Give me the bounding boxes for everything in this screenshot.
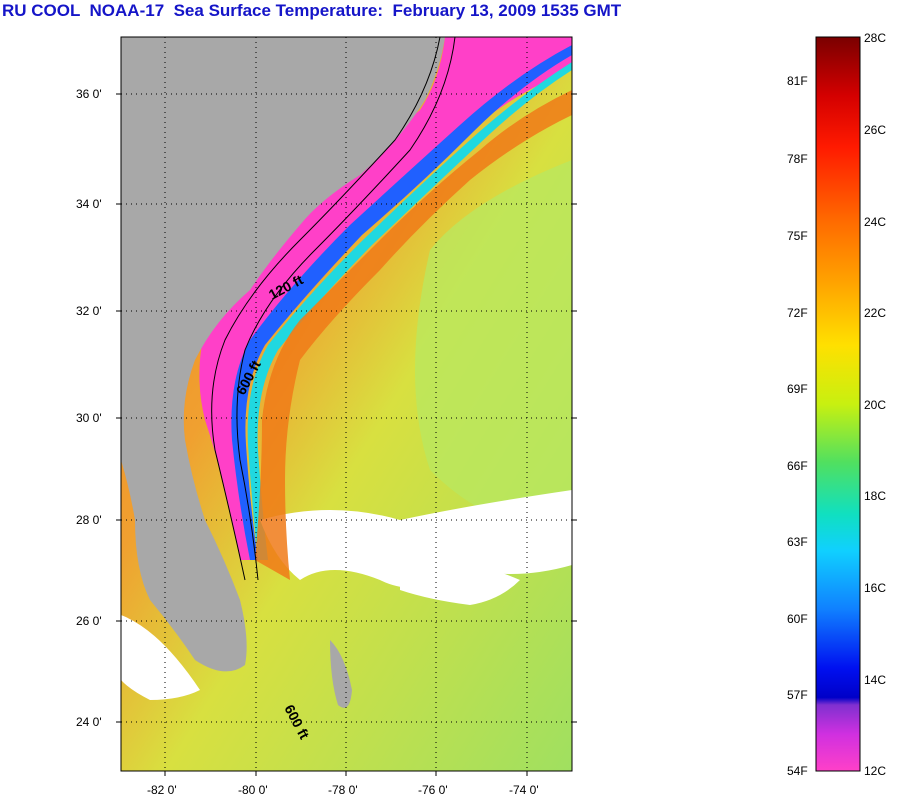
colorbar-f-63: 63F <box>787 535 808 549</box>
cloud-cover-florida <box>121 615 200 700</box>
lat-label-32: 32 0' <box>76 304 102 318</box>
lat-label-24: 24 0' <box>76 715 102 729</box>
colorbar-f-66: 66F <box>787 459 808 473</box>
colorbar-f-54: 54F <box>787 764 808 778</box>
page-title: RU COOL NOAA-17 Sea Surface Temperature:… <box>2 1 622 20</box>
lon-label-74: -74 0' <box>509 783 539 797</box>
colorbar-c-24: 24C <box>864 215 887 229</box>
colorbar-f-75: 75F <box>787 229 808 243</box>
lat-label-26: 26 0' <box>76 614 102 628</box>
land-andros <box>330 640 352 708</box>
colorbar-f-72: 72F <box>787 306 808 320</box>
colorbar-f-69: 69F <box>787 382 808 396</box>
contour-600ft <box>236 37 456 581</box>
colorbar-c-14: 14C <box>864 673 887 687</box>
colorbar-f-81: 81F <box>787 74 808 88</box>
colorbar-f-78: 78F <box>787 152 808 166</box>
colorbar-c-20: 20C <box>864 398 887 412</box>
lat-label-36: 36 0' <box>76 87 102 101</box>
tick-marks <box>116 93 577 776</box>
lat-label-28: 28 0' <box>76 513 102 527</box>
graticule <box>121 37 572 771</box>
map-area <box>121 37 572 771</box>
colorbar-f-57: 57F <box>787 688 808 702</box>
gulf-stream <box>255 90 572 580</box>
offshore-water <box>415 160 572 525</box>
lon-label-78: -78 0' <box>328 783 358 797</box>
lon-label-76: -76 0' <box>418 783 448 797</box>
contour-120ft <box>211 37 441 581</box>
colorbar-c-18: 18C <box>864 489 887 503</box>
cloud-cover-north <box>260 490 572 588</box>
lat-label-34: 34 0' <box>76 197 102 211</box>
lat-label-30: 30 0' <box>76 411 102 425</box>
colorbar-c-22: 22C <box>864 306 887 320</box>
colorbar-c-12: 12C <box>864 764 887 778</box>
cool-shelf-water <box>231 45 572 560</box>
lon-label-82: -82 0' <box>147 783 177 797</box>
colorbar-f-60: 60F <box>787 612 808 626</box>
lon-label-80: -80 0' <box>238 783 268 797</box>
colorbar-c-26: 26C <box>864 123 887 137</box>
land-southeast-us <box>121 37 445 672</box>
colorbar-c-16: 16C <box>864 581 887 595</box>
colorbar-c-28: 28C <box>864 31 887 45</box>
colorbar <box>815 36 861 772</box>
cloud-cover-east <box>400 557 520 605</box>
